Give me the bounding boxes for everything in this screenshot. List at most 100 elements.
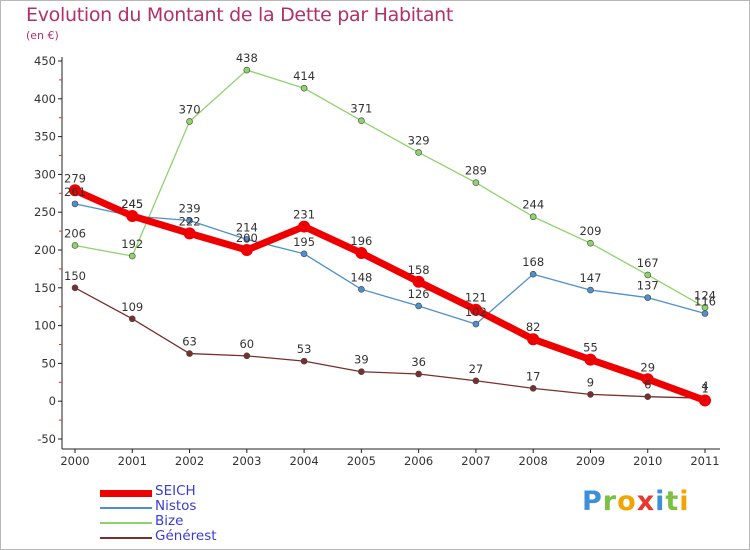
logo-letter: P [582, 486, 603, 517]
data-point [186, 118, 193, 125]
series-line-nistos [74, 203, 706, 325]
chart-unit: (en €) [26, 29, 59, 42]
data-point [472, 320, 480, 328]
data-label: 124 [694, 288, 716, 302]
data-point [584, 353, 597, 366]
legend-swatch [100, 537, 152, 539]
x-tick-label: 2008 [519, 454, 548, 468]
data-label: 102 [465, 305, 487, 319]
x-tick-label: 2002 [175, 454, 204, 468]
y-tick-label: 450 [34, 54, 56, 68]
data-point [358, 117, 365, 125]
data-point [300, 84, 308, 92]
data-point [527, 333, 540, 346]
data-label: 17 [526, 369, 541, 383]
data-label: 195 [293, 235, 315, 249]
data-point [128, 315, 136, 323]
data-label: 60 [239, 337, 254, 351]
data-label: 438 [236, 51, 258, 65]
data-point [298, 220, 311, 233]
data-label: 414 [293, 69, 315, 83]
data-label: 289 [465, 164, 487, 178]
data-label: 148 [350, 270, 372, 284]
data-label: 27 [469, 362, 484, 376]
data-point [472, 377, 480, 385]
data-point [415, 302, 422, 310]
data-label: 82 [526, 320, 541, 334]
data-label: 279 [64, 171, 86, 185]
data-point [128, 252, 136, 260]
chart-title: Evolution du Montant de la Dette par Hab… [26, 4, 454, 26]
data-label: 36 [411, 355, 426, 369]
legend-label: Nistos [155, 498, 197, 514]
x-tick-label: 2005 [347, 454, 376, 468]
data-point [71, 200, 79, 208]
data-point [243, 236, 251, 243]
y-tick-label: 300 [34, 167, 56, 181]
legend-item-bize: Bize [100, 513, 300, 530]
data-label: 6 [644, 378, 651, 392]
y-tick-label: 200 [34, 243, 56, 257]
legend-swatch [100, 507, 152, 509]
data-point [186, 350, 193, 357]
data-point [644, 294, 652, 301]
legend-label: Générest [155, 528, 217, 544]
data-label: 1 [701, 381, 708, 395]
logo-letter: r [602, 486, 618, 517]
data-label: 329 [408, 133, 430, 147]
data-point [587, 391, 594, 398]
series-line-générest [74, 287, 706, 399]
data-point [69, 184, 81, 197]
logo-letter: o [617, 486, 637, 517]
y-tick-label: 400 [34, 92, 56, 106]
legend-label: Bize [155, 513, 184, 529]
logo-letter: x [636, 486, 656, 517]
data-point [529, 213, 537, 221]
data-point [469, 303, 482, 316]
series-line-seich [71, 186, 709, 404]
data-point [240, 244, 253, 256]
data-label: 244 [522, 198, 544, 212]
data-point [412, 275, 425, 288]
data-label: 222 [179, 214, 201, 228]
data-label: 150 [64, 269, 86, 283]
data-label: 371 [350, 102, 372, 116]
y-tick-label: -50 [37, 432, 56, 446]
proxiti-logo: Proxiti [582, 486, 690, 517]
data-label: 245 [121, 197, 143, 211]
data-label: 231 [293, 208, 315, 222]
data-label: 196 [350, 234, 372, 248]
x-tick-label: 2009 [576, 454, 605, 468]
data-point [71, 284, 79, 292]
data-point [186, 217, 193, 224]
data-point [699, 394, 711, 407]
data-label: 206 [64, 226, 86, 240]
data-label: 116 [694, 295, 716, 309]
data-point [644, 271, 652, 279]
data-label: 261 [64, 185, 86, 199]
y-tick-label: 0 [49, 394, 56, 408]
logo-letter: i [679, 486, 690, 517]
logo-letter: t [665, 486, 680, 517]
data-point [358, 368, 365, 376]
data-label: 137 [637, 279, 659, 293]
x-tick-label: 2007 [461, 454, 490, 468]
data-point [243, 352, 251, 360]
data-label: 9 [587, 375, 594, 389]
data-label: 39 [354, 353, 369, 367]
legend-label: SEICH [155, 483, 196, 499]
data-point [415, 149, 422, 156]
y-tick-label: 250 [34, 205, 56, 219]
data-point [641, 373, 654, 386]
data-point [529, 385, 537, 392]
legend-item-nistos: Nistos [100, 498, 300, 515]
data-point [71, 242, 79, 249]
y-tick-label: 100 [34, 319, 56, 333]
data-label: 55 [583, 341, 598, 355]
data-label: 63 [182, 335, 197, 349]
data-point [355, 247, 368, 260]
data-label: 4 [701, 379, 708, 393]
y-tick-label: 350 [34, 130, 56, 144]
y-tick-label: 150 [34, 281, 56, 295]
